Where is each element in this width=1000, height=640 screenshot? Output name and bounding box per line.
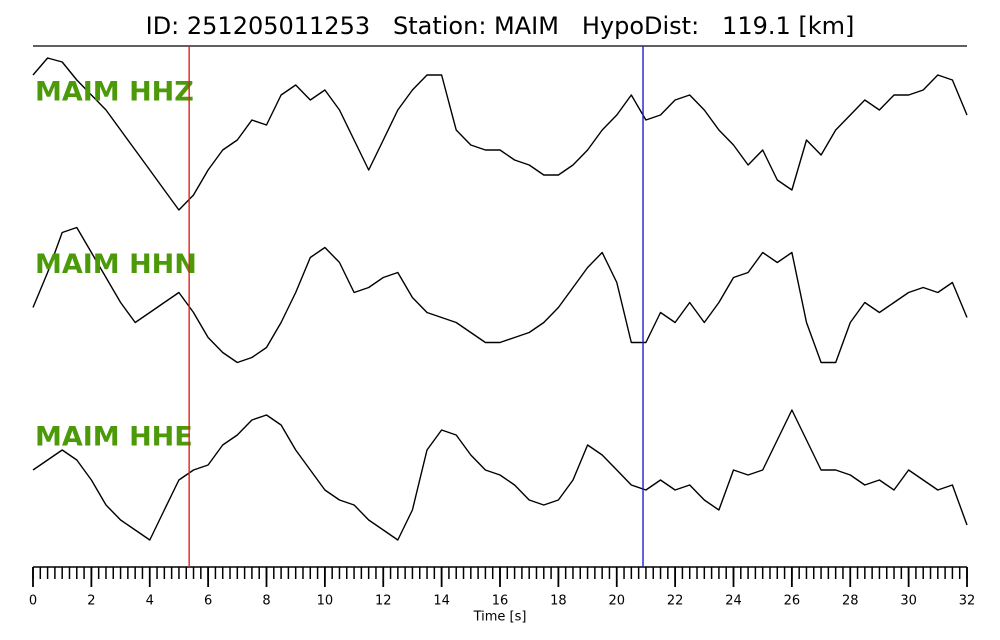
trace-label: MAIM HHZ xyxy=(35,77,194,108)
x-tick-label: 0 xyxy=(29,594,37,609)
x-tick-label: 26 xyxy=(784,594,801,609)
x-tick-label: 4 xyxy=(146,594,154,609)
x-tick-label: 32 xyxy=(959,594,976,609)
x-tick-label: 2 xyxy=(87,594,95,609)
x-tick-label: 30 xyxy=(900,594,917,609)
trace xyxy=(32,226,968,364)
x-tick-label: 10 xyxy=(317,594,334,609)
x-tick-label: 28 xyxy=(842,594,859,609)
trace-label: MAIM HHN xyxy=(35,249,197,280)
x-tick-label: 12 xyxy=(375,594,392,609)
x-tick-label: 22 xyxy=(667,594,684,609)
x-tick-label: 24 xyxy=(725,594,742,609)
x-tick-label: 8 xyxy=(262,594,270,609)
trace-label: MAIM HHE xyxy=(35,422,193,453)
chart-title: ID: 251205011253 Station: MAIM HypoDist:… xyxy=(146,12,855,40)
x-tick-label: 6 xyxy=(204,594,212,609)
x-tick-label: 14 xyxy=(433,594,450,609)
x-tick-label: 20 xyxy=(608,594,625,609)
x-tick-label: 18 xyxy=(550,594,567,609)
x-axis-label: Time [s] xyxy=(473,610,527,625)
x-tick-label: 16 xyxy=(492,594,509,609)
